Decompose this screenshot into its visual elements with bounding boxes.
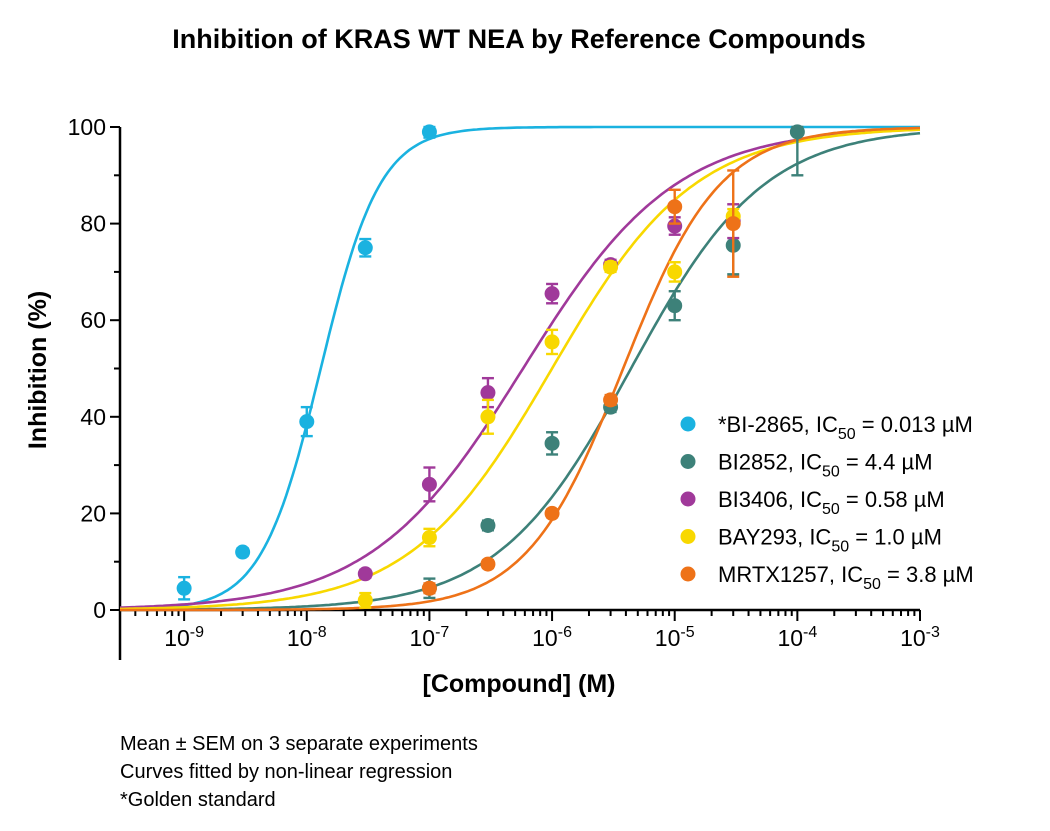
y-tick-label: 80 — [80, 211, 106, 237]
data-point — [235, 544, 251, 560]
point-marker — [667, 199, 683, 215]
x-tick-label: 10-4 — [777, 624, 817, 651]
data-point — [544, 431, 560, 456]
data-point — [667, 290, 683, 322]
point-marker — [299, 414, 315, 430]
point-marker — [480, 409, 496, 425]
point-marker — [357, 240, 373, 256]
data-point — [667, 261, 683, 283]
data-point — [544, 328, 560, 356]
x-tick-label: 10-5 — [655, 624, 695, 651]
chart-title: Inhibition of KRAS WT NEA by Reference C… — [172, 24, 866, 54]
legend-marker — [680, 529, 696, 544]
footnotes: Mean ± SEM on 3 separate experiments Cur… — [120, 730, 478, 814]
point-marker — [357, 566, 373, 582]
legend-label: MRTX1257, IC50 = 3.8 µM — [718, 562, 974, 593]
legend-label: BI3406, IC50 = 0.58 µM — [718, 487, 945, 518]
point-marker — [603, 259, 619, 275]
data-point — [603, 259, 619, 275]
data-point — [357, 237, 373, 258]
fit-curve — [119, 125, 920, 611]
footnote-golden-standard: *Golden standard — [120, 789, 276, 811]
legend-entry: BI2852, IC50 = 4.4 µM — [680, 450, 933, 481]
point-marker — [480, 385, 496, 401]
point-marker — [544, 505, 560, 521]
point-marker — [235, 544, 251, 560]
legend-marker — [680, 454, 696, 469]
data-point — [603, 392, 619, 408]
data-point — [789, 124, 805, 177]
x-tick-label: 10-6 — [532, 624, 572, 651]
data-point — [357, 566, 373, 582]
point-marker — [544, 286, 560, 302]
footnote-mean-sem: Mean ± SEM on 3 separate experiments — [120, 733, 478, 755]
point-marker — [603, 392, 619, 408]
point-marker — [421, 580, 437, 596]
legend-entry: BAY293, IC50 = 1.0 µM — [680, 525, 942, 556]
y-tick-label: 40 — [80, 404, 106, 430]
point-marker — [544, 334, 560, 350]
point-marker — [480, 517, 496, 533]
data-points — [176, 124, 805, 609]
data-point — [176, 575, 192, 601]
legend-marker — [680, 416, 696, 432]
y-tick-label: 60 — [80, 307, 106, 333]
point-marker — [725, 216, 741, 232]
point-marker — [789, 124, 805, 140]
y-tick-label: 100 — [68, 114, 106, 140]
y-axis-label: Inhibition (%) — [24, 291, 52, 449]
data-point — [357, 591, 373, 609]
x-tick-label: 10-8 — [287, 624, 327, 651]
point-marker — [421, 530, 437, 546]
legend-entry: *BI-2865, IC50 = 0.013 µM — [680, 412, 973, 443]
data-point — [544, 282, 560, 305]
point-marker — [421, 124, 437, 140]
legend: *BI-2865, IC50 = 0.013 µM BI2852, IC50 = … — [680, 412, 974, 593]
data-point — [725, 169, 741, 278]
footnote-curve-fit: Curves fitted by non-linear regression — [120, 761, 453, 783]
legend-entry: MRTX1257, IC50 = 3.8 µM — [680, 562, 974, 593]
x-tick-label: 10-9 — [164, 624, 204, 651]
point-marker — [357, 592, 373, 608]
y-tick-label: 20 — [80, 500, 106, 526]
fit-curve — [120, 126, 921, 612]
point-marker — [480, 556, 496, 572]
x-tick-label: 10-7 — [410, 624, 450, 651]
point-marker — [176, 580, 192, 596]
legend-label: BI2852, IC50 = 4.4 µM — [718, 450, 933, 481]
data-point — [480, 398, 496, 435]
data-point — [480, 517, 496, 533]
legend-label: *BI-2865, IC50 = 0.013 µM — [718, 412, 973, 443]
axes: 0 20 40 60 80 100 10-9 10-8 10-7 10-6 10-5 10-4 10-3 — [68, 114, 940, 660]
legend-label: BAY293, IC50 = 1.0 µM — [718, 525, 942, 556]
fit-curve — [120, 131, 921, 612]
data-point — [421, 580, 437, 596]
data-point — [299, 405, 315, 438]
data-point — [421, 466, 437, 503]
data-point — [421, 527, 437, 548]
legend-marker — [680, 491, 696, 507]
fitted-curves — [119, 125, 921, 612]
data-point — [544, 505, 560, 521]
data-point — [667, 188, 683, 225]
legend-entry: BI3406, IC50 = 0.58 µM — [680, 487, 945, 518]
y-tick-label: 0 — [93, 597, 106, 623]
point-marker — [667, 218, 683, 234]
x-tick-label: 10-3 — [900, 624, 940, 651]
point-marker — [667, 298, 683, 314]
data-point — [421, 124, 437, 140]
dose-response-chart: Inhibition of KRAS WT NEA by Reference C… — [24, 24, 974, 698]
data-point — [480, 556, 496, 572]
point-marker — [667, 264, 683, 280]
legend-marker — [680, 566, 696, 582]
x-axis-label: [Compound] (M) — [423, 670, 616, 698]
point-marker — [421, 476, 437, 492]
point-marker — [544, 435, 560, 451]
